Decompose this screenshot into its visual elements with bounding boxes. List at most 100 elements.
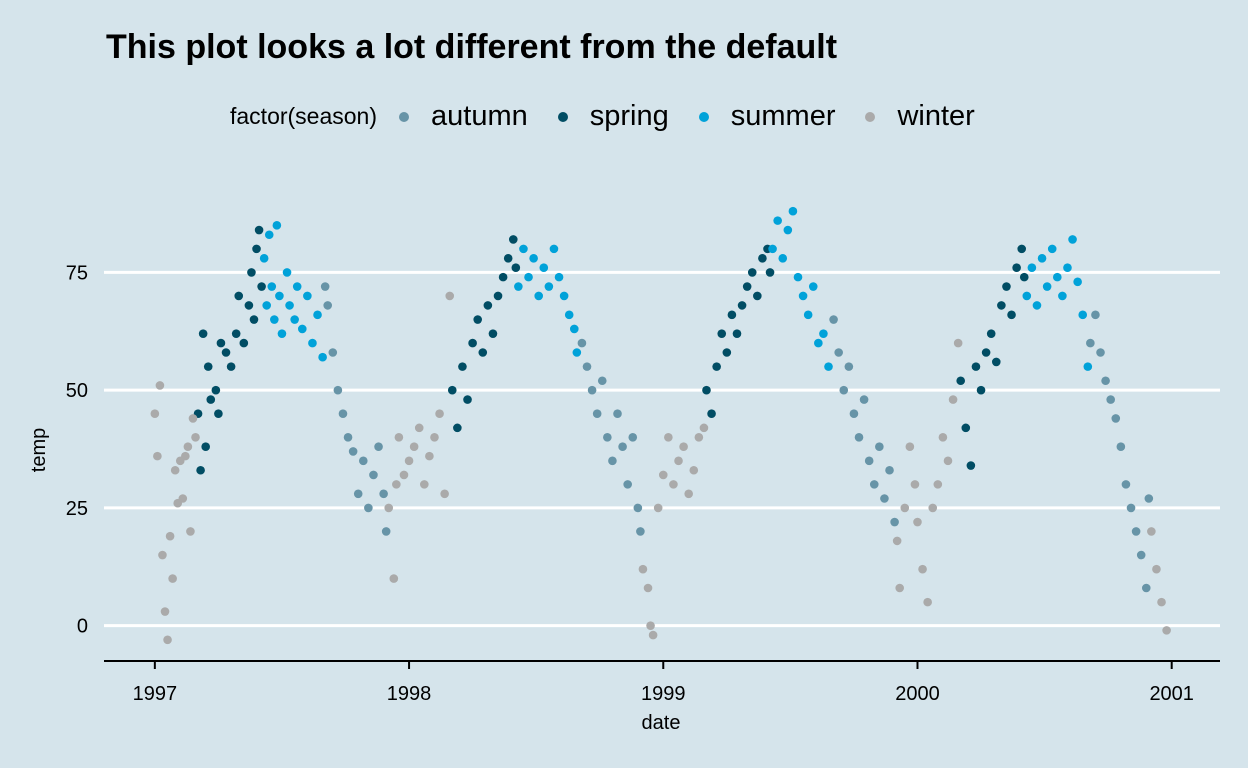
- point-summer: [1022, 291, 1032, 301]
- x-tick-label: 1998: [387, 683, 432, 705]
- point-winter: [679, 442, 688, 451]
- point-winter: [150, 409, 160, 419]
- point-summer: [1078, 310, 1088, 320]
- point-spring: [214, 409, 223, 419]
- point-winter: [1157, 597, 1166, 607]
- point-summer: [793, 272, 803, 282]
- point-autumn: [1131, 527, 1141, 536]
- point-autumn: [1091, 310, 1100, 320]
- point-winter: [1162, 626, 1171, 635]
- point-winter: [435, 409, 444, 419]
- point-winter: [389, 574, 399, 583]
- legend-label: summer: [730, 100, 836, 132]
- point-spring: [1019, 272, 1029, 282]
- point-autumn: [582, 362, 592, 371]
- point-spring: [1007, 310, 1016, 320]
- point-spring: [216, 338, 226, 348]
- legend-item-autumn: autumn: [399, 100, 528, 133]
- point-winter: [905, 442, 915, 451]
- legend: factor(season) autumn spring summer wint…: [230, 100, 1005, 133]
- point-spring: [727, 310, 737, 320]
- point-winter: [938, 432, 948, 442]
- x-tick-label: 1997: [133, 683, 178, 705]
- point-winter: [178, 494, 188, 503]
- point-winter: [699, 423, 709, 433]
- point-summer: [1037, 253, 1047, 263]
- point-autumn: [577, 338, 587, 348]
- point-winter: [1147, 527, 1156, 536]
- point-autumn: [592, 409, 602, 419]
- point-winter: [913, 517, 922, 527]
- point-winter: [664, 432, 673, 442]
- point-spring: [986, 329, 996, 338]
- point-spring: [234, 291, 244, 301]
- point-autumn: [358, 456, 368, 466]
- legend-item-spring: spring: [557, 100, 669, 133]
- point-autumn: [374, 442, 383, 451]
- point-spring: [473, 315, 482, 324]
- y-axis-label: temp: [28, 428, 50, 472]
- point-spring: [249, 315, 259, 324]
- point-summer: [819, 329, 828, 338]
- point-winter: [158, 550, 167, 560]
- point-winter: [183, 442, 193, 451]
- point-summer: [559, 291, 569, 301]
- point-summer: [524, 272, 533, 282]
- point-spring: [997, 301, 1006, 310]
- point-summer: [267, 282, 277, 291]
- point-summer: [1053, 272, 1062, 282]
- point-summer: [514, 282, 523, 291]
- point-autumn: [1141, 583, 1151, 593]
- x-tick-label: 2001: [1149, 683, 1194, 705]
- point-winter: [923, 597, 932, 607]
- point-spring: [226, 362, 236, 371]
- point-spring: [722, 348, 732, 357]
- point-autumn: [338, 409, 348, 419]
- x-axis-label: date: [642, 712, 681, 734]
- point-spring: [252, 244, 261, 254]
- point-autumn: [1116, 442, 1126, 451]
- point-winter: [646, 621, 655, 630]
- point-winter: [425, 451, 434, 461]
- point-autumn: [364, 503, 373, 513]
- point-winter: [414, 423, 424, 433]
- legend-item-summer: summer: [698, 100, 836, 133]
- point-winter: [170, 465, 180, 475]
- point-winter: [160, 607, 170, 616]
- point-winter: [168, 574, 177, 583]
- point-spring: [747, 268, 757, 277]
- point-winter: [669, 480, 678, 489]
- point-spring: [211, 385, 221, 395]
- point-autumn: [1106, 395, 1115, 404]
- point-winter: [928, 503, 938, 513]
- point-autumn: [618, 442, 627, 451]
- point-spring: [247, 268, 256, 277]
- point-autumn: [1086, 338, 1095, 348]
- legend-title: factor(season): [230, 103, 378, 129]
- point-summer: [544, 282, 554, 291]
- point-spring: [257, 282, 266, 291]
- legend-dot: [865, 111, 876, 122]
- point-spring: [478, 348, 488, 357]
- point-summer: [788, 206, 798, 216]
- point-summer: [549, 244, 559, 254]
- point-summer: [290, 315, 299, 324]
- point-autumn: [381, 527, 391, 536]
- point-winter: [155, 381, 165, 390]
- point-spring: [488, 329, 498, 338]
- point-winter: [153, 451, 162, 461]
- point-summer: [803, 310, 813, 320]
- point-summer: [264, 230, 274, 240]
- point-autumn: [608, 456, 617, 466]
- point-spring: [956, 376, 966, 386]
- point-autumn: [623, 480, 632, 489]
- point-spring: [498, 272, 508, 282]
- point-winter: [399, 470, 409, 480]
- point-autumn: [1126, 503, 1136, 513]
- point-autumn: [333, 385, 343, 395]
- point-winter: [1152, 564, 1161, 574]
- point-autumn: [369, 470, 378, 480]
- legend-label: winter: [897, 100, 975, 132]
- y-tick-label: 25: [66, 498, 88, 520]
